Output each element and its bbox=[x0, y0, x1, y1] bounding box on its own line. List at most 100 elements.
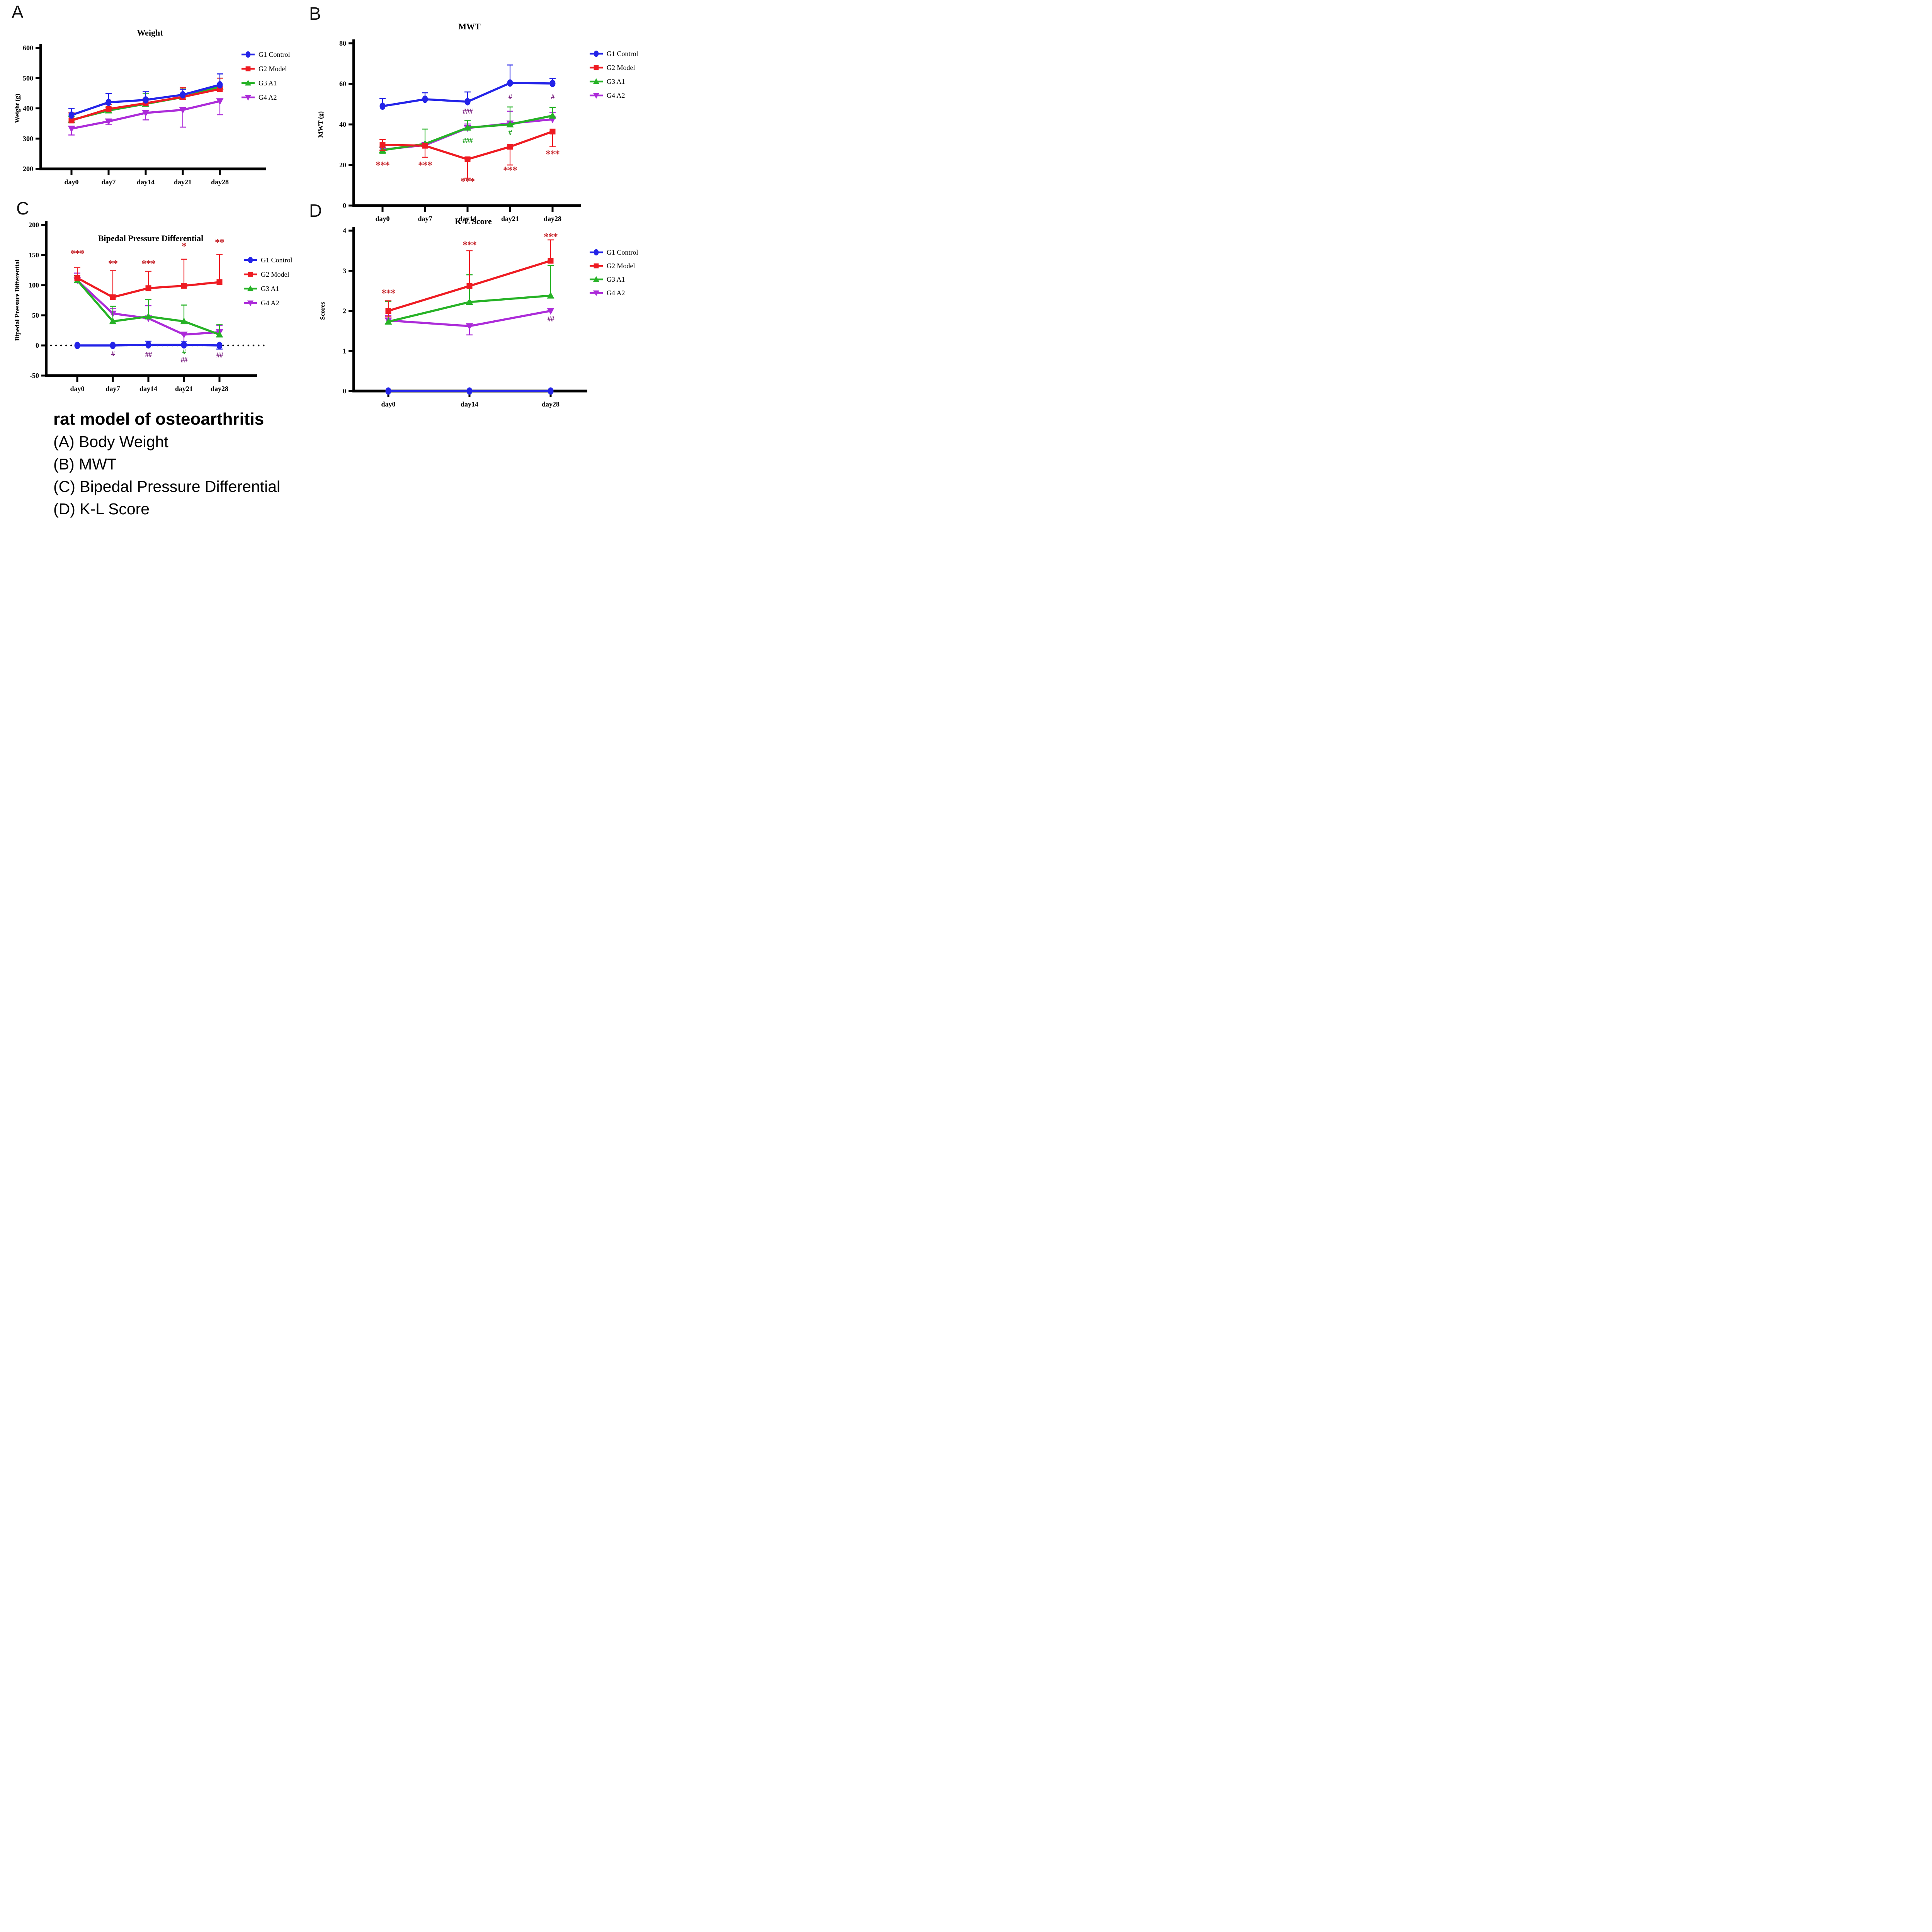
svg-text:day14: day14 bbox=[139, 385, 157, 393]
weight-line-chart: 200 300 400 500 600 day0 day7 day14 day21 day28 We… bbox=[14, 28, 290, 186]
svg-text:G3 A1: G3 A1 bbox=[607, 78, 625, 85]
svg-text:60: 60 bbox=[339, 80, 346, 88]
svg-text:Scores: Scores bbox=[319, 302, 326, 320]
svg-text:G4 A2: G4 A2 bbox=[607, 289, 625, 297]
svg-text:###: ### bbox=[463, 137, 473, 145]
svg-text:day0: day0 bbox=[64, 178, 78, 186]
svg-text:day21: day21 bbox=[501, 215, 519, 223]
svg-text:80: 80 bbox=[339, 39, 346, 47]
svg-text:##: ## bbox=[548, 315, 555, 323]
svg-text:500: 500 bbox=[23, 74, 33, 82]
svg-text:MWT (g): MWT (g) bbox=[317, 111, 324, 138]
svg-text:day28: day28 bbox=[211, 385, 228, 393]
svg-text:50: 50 bbox=[32, 311, 39, 319]
caption-line-d: (D) K-L Score bbox=[53, 500, 150, 518]
svg-text:G1 Control: G1 Control bbox=[607, 248, 638, 256]
svg-text:#: # bbox=[509, 93, 512, 101]
svg-text:G2 Model: G2 Model bbox=[607, 262, 635, 270]
svg-text:day14: day14 bbox=[459, 215, 476, 223]
svg-text:##: ## bbox=[145, 350, 153, 359]
caption-heading: rat model of osteoarthritis bbox=[53, 410, 264, 429]
mwt-line-chart: 0 20 40 60 80 day0 day7 day14 day21 day28 *** *** **… bbox=[317, 22, 638, 223]
svg-text:100: 100 bbox=[29, 281, 39, 289]
panel-letter-d: D bbox=[309, 201, 322, 221]
svg-text:G2 Model: G2 Model bbox=[261, 270, 289, 278]
svg-text:##: ## bbox=[216, 351, 224, 359]
svg-text:day7: day7 bbox=[105, 385, 120, 393]
svg-text:***: *** bbox=[546, 148, 560, 160]
svg-text:0: 0 bbox=[343, 387, 346, 395]
figure-canvas: A B C D 200 300 400 500 600 day0 day7 day14 day2… bbox=[0, 0, 697, 525]
caption-line-c: (C) Bipedal Pressure Differential bbox=[53, 478, 281, 495]
svg-text:200: 200 bbox=[23, 165, 33, 173]
svg-text:***: *** bbox=[70, 248, 84, 259]
svg-text:150: 150 bbox=[29, 251, 39, 259]
svg-text:day28: day28 bbox=[542, 400, 560, 408]
svg-text:G2 Model: G2 Model bbox=[607, 64, 635, 71]
svg-text:**: ** bbox=[108, 258, 117, 269]
svg-text:day14: day14 bbox=[137, 178, 155, 186]
svg-text:day28: day28 bbox=[544, 215, 561, 223]
svg-text:***: *** bbox=[141, 258, 155, 269]
svg-text:day7: day7 bbox=[101, 178, 116, 186]
svg-text:*: * bbox=[182, 241, 186, 252]
svg-text:-50: -50 bbox=[30, 372, 39, 379]
svg-text:Bipedal Pressure Differential: Bipedal Pressure Differential bbox=[14, 259, 21, 341]
svg-text:600: 600 bbox=[23, 44, 33, 52]
svg-text:G4 A2: G4 A2 bbox=[607, 92, 625, 99]
svg-text:G1 Control: G1 Control bbox=[261, 256, 293, 264]
svg-text:day0: day0 bbox=[375, 215, 389, 223]
svg-text:***: *** bbox=[376, 160, 389, 171]
svg-text:***: *** bbox=[463, 239, 476, 250]
svg-text:day0: day0 bbox=[381, 400, 395, 408]
panel-letter-c: C bbox=[16, 198, 29, 218]
caption-line-b: (B) MWT bbox=[53, 455, 117, 473]
svg-text:3: 3 bbox=[343, 267, 346, 275]
svg-text:day21: day21 bbox=[175, 385, 193, 393]
svg-text:20: 20 bbox=[339, 161, 346, 169]
svg-text:day14: day14 bbox=[461, 400, 478, 408]
panel-letter-a: A bbox=[12, 2, 24, 22]
svg-text:4: 4 bbox=[343, 227, 346, 235]
svg-text:#: # bbox=[111, 350, 115, 358]
caption-line-a: (A) Body Weight bbox=[53, 433, 168, 451]
svg-text:**: ** bbox=[215, 237, 224, 248]
svg-text:MWT: MWT bbox=[458, 22, 481, 31]
svg-text:#: # bbox=[182, 348, 186, 356]
svg-text:***: *** bbox=[418, 160, 432, 171]
svg-text:Weight (g): Weight (g) bbox=[14, 94, 21, 123]
svg-text:400: 400 bbox=[23, 105, 33, 112]
svg-text:#: # bbox=[551, 93, 555, 101]
svg-text:1: 1 bbox=[343, 347, 346, 355]
svg-text:G1 Control: G1 Control bbox=[259, 51, 290, 58]
svg-text:G3 A1: G3 A1 bbox=[607, 276, 625, 283]
svg-text:G1 Control: G1 Control bbox=[607, 50, 638, 58]
svg-text:G3 A1: G3 A1 bbox=[259, 79, 277, 87]
svg-text:G4 A2: G4 A2 bbox=[259, 94, 277, 101]
svg-text:***: *** bbox=[503, 165, 517, 176]
svg-text:40: 40 bbox=[339, 121, 346, 128]
svg-text:0: 0 bbox=[36, 342, 39, 349]
svg-text:***: *** bbox=[461, 176, 474, 187]
panel-letter-b: B bbox=[309, 3, 321, 24]
svg-text:***: *** bbox=[381, 287, 395, 299]
svg-text:Bipedal Pressure Differential: Bipedal Pressure Differential bbox=[98, 233, 204, 243]
svg-text:day28: day28 bbox=[211, 178, 229, 186]
svg-text:300: 300 bbox=[23, 135, 33, 143]
svg-text:200: 200 bbox=[29, 221, 39, 229]
svg-text:day7: day7 bbox=[418, 215, 432, 223]
figure-caption: rat model of osteoarthritis (A) Body Wei… bbox=[53, 408, 280, 520]
svg-text:K-L Score: K-L Score bbox=[455, 216, 492, 226]
svg-text:day0: day0 bbox=[70, 385, 84, 393]
svg-text:##: ## bbox=[181, 356, 188, 364]
svg-text:0: 0 bbox=[343, 202, 346, 209]
svg-text:#: # bbox=[509, 129, 512, 137]
svg-text:G2 Model: G2 Model bbox=[259, 65, 287, 73]
svg-text:G3 A1: G3 A1 bbox=[261, 285, 279, 293]
svg-text:Weight: Weight bbox=[137, 28, 163, 37]
svg-text:day21: day21 bbox=[174, 178, 192, 186]
kl-score-line-chart: 0 1 2 3 4 day0 day14 day28 *** *** *** ## K-L Score S… bbox=[319, 216, 638, 408]
svg-text:2: 2 bbox=[343, 307, 346, 315]
svg-text:###: ### bbox=[463, 107, 473, 116]
